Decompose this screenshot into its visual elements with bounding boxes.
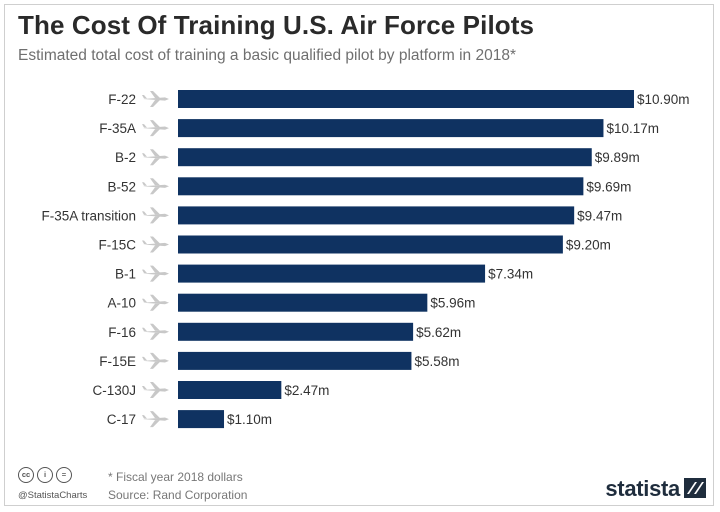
chart-title: The Cost Of Training U.S. Air Force Pilo… <box>18 10 535 40</box>
bar-f-16 <box>178 322 414 341</box>
source-note: Source: Rand Corporation <box>108 488 248 502</box>
aircraft-icon-b-2 <box>142 149 169 166</box>
category-label-c-130j: C-130J <box>92 383 136 398</box>
brand-logo: statista <box>605 476 680 501</box>
aircraft-icon-f-35a-transition <box>142 207 169 224</box>
bar-b-1 <box>178 264 486 283</box>
bar-c-130j <box>178 381 282 399</box>
value-label-c-17: $1.10m <box>227 412 272 427</box>
bar-f-15c <box>178 235 563 254</box>
creative-commons-icon: cc <box>18 467 34 483</box>
bar-f-15e <box>178 351 412 370</box>
value-label-f-16: $5.62m <box>416 325 461 340</box>
bar-f-35a-transition <box>178 206 575 225</box>
bar-a-10 <box>178 293 428 312</box>
value-label-b-1: $7.34m <box>488 267 533 282</box>
category-label-a-10: A-10 <box>107 296 136 311</box>
value-label-f-15e: $5.58m <box>414 354 459 369</box>
license-icons: cc i = <box>18 467 72 483</box>
aircraft-icon-f-15c <box>142 236 169 253</box>
category-label-f-35a: F-35A <box>99 121 136 136</box>
no-derivatives-icon: = <box>56 467 72 483</box>
category-label-b-2: B-2 <box>115 150 136 165</box>
footnote: * Fiscal year 2018 dollars <box>108 470 243 484</box>
bar-c-17 <box>178 410 225 429</box>
aircraft-icon-f-35a <box>142 120 169 137</box>
aircraft-icon-f-22 <box>142 91 169 107</box>
aircraft-icon-c-17 <box>142 411 169 428</box>
attribution-icon: i <box>37 467 53 483</box>
bar-f-22 <box>178 90 634 108</box>
value-label-b-52: $9.69m <box>586 179 631 194</box>
value-label-f-35a-transition: $9.47m <box>577 208 622 223</box>
aircraft-icon-f-16 <box>142 323 169 340</box>
chart-frame <box>4 4 714 506</box>
social-handle: @StatistaCharts <box>18 490 88 501</box>
chart-subtitle: Estimated total cost of training a basic… <box>18 47 516 64</box>
aircraft-icon-a-10 <box>142 294 169 311</box>
category-label-f-15e: F-15E <box>99 354 136 369</box>
category-label-f-35a-transition: F-35A transition <box>41 208 136 223</box>
bar-b-2 <box>178 148 592 167</box>
value-label-b-2: $9.89m <box>595 150 640 165</box>
category-label-f-16: F-16 <box>108 325 136 340</box>
category-label-f-15c: F-15C <box>98 238 136 253</box>
category-label-f-22: F-22 <box>108 92 136 107</box>
aircraft-icon-c-130j <box>142 382 169 398</box>
bar-f-35a <box>178 119 604 138</box>
value-label-f-22: $10.90m <box>637 92 690 107</box>
value-label-c-130j: $2.47m <box>284 383 329 398</box>
aircraft-icon-b-1 <box>142 265 169 282</box>
aircraft-icon-f-15e <box>142 352 169 369</box>
category-label-b-52: B-52 <box>107 179 136 194</box>
category-label-c-17: C-17 <box>107 412 136 427</box>
value-label-a-10: $5.96m <box>430 296 475 311</box>
aircraft-icon-b-52 <box>142 178 169 195</box>
brand-mark-icon <box>684 478 706 498</box>
value-label-f-35a: $10.17m <box>606 121 659 136</box>
value-label-f-15c: $9.20m <box>566 238 611 253</box>
bar-b-52 <box>178 177 584 196</box>
category-label-b-1: B-1 <box>115 267 136 282</box>
